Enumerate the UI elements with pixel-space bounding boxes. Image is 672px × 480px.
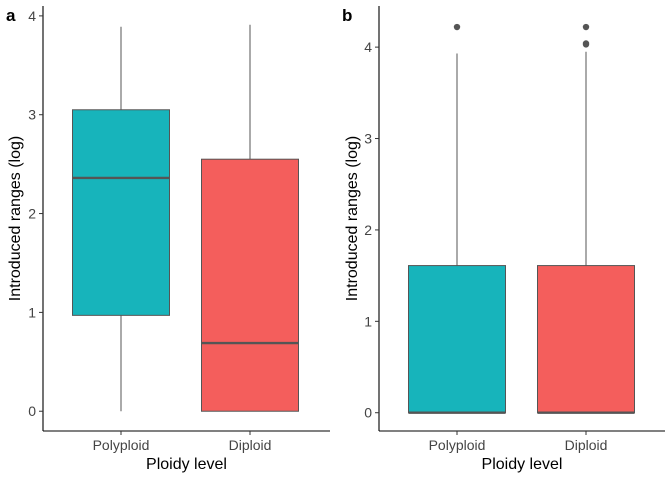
y-axis-title: Introduced ranges (log) xyxy=(7,136,24,301)
iqr-box xyxy=(72,109,170,316)
box-polyploid xyxy=(72,26,170,412)
y-tick-label: 1 xyxy=(364,313,372,329)
outlier-point xyxy=(582,23,590,31)
x-axis-title: Ploidy level xyxy=(146,456,227,473)
iqr-box xyxy=(408,265,506,414)
panel-label: a xyxy=(6,6,16,25)
y-tick-label: 0 xyxy=(28,403,36,419)
box-polyploid xyxy=(408,23,506,414)
x-tick-label: Diploid xyxy=(565,437,608,453)
y-tick-label: 2 xyxy=(364,222,372,238)
y-axis-title: Introduced ranges (log) xyxy=(344,136,361,301)
y-tick-label: 2 xyxy=(28,206,36,222)
y-tick-label: 3 xyxy=(364,131,372,147)
box-diploid xyxy=(537,23,635,414)
x-tick-label: Polyploid xyxy=(93,437,150,453)
y-tick-label: 3 xyxy=(28,107,36,123)
iqr-box xyxy=(201,158,299,412)
y-tick-label: 4 xyxy=(28,8,36,24)
x-axis-title: Ploidy level xyxy=(482,456,563,473)
y-tick-label: 1 xyxy=(28,304,36,320)
outlier-point xyxy=(582,41,590,48)
iqr-box xyxy=(537,265,635,414)
panel-label: b xyxy=(342,6,352,25)
y-tick-label: 4 xyxy=(364,39,372,55)
x-tick-label: Diploid xyxy=(229,437,272,453)
outlier-point xyxy=(453,23,461,31)
y-tick-label: 0 xyxy=(364,405,372,421)
x-tick-label: Polyploid xyxy=(429,437,486,453)
box-diploid xyxy=(201,24,299,412)
